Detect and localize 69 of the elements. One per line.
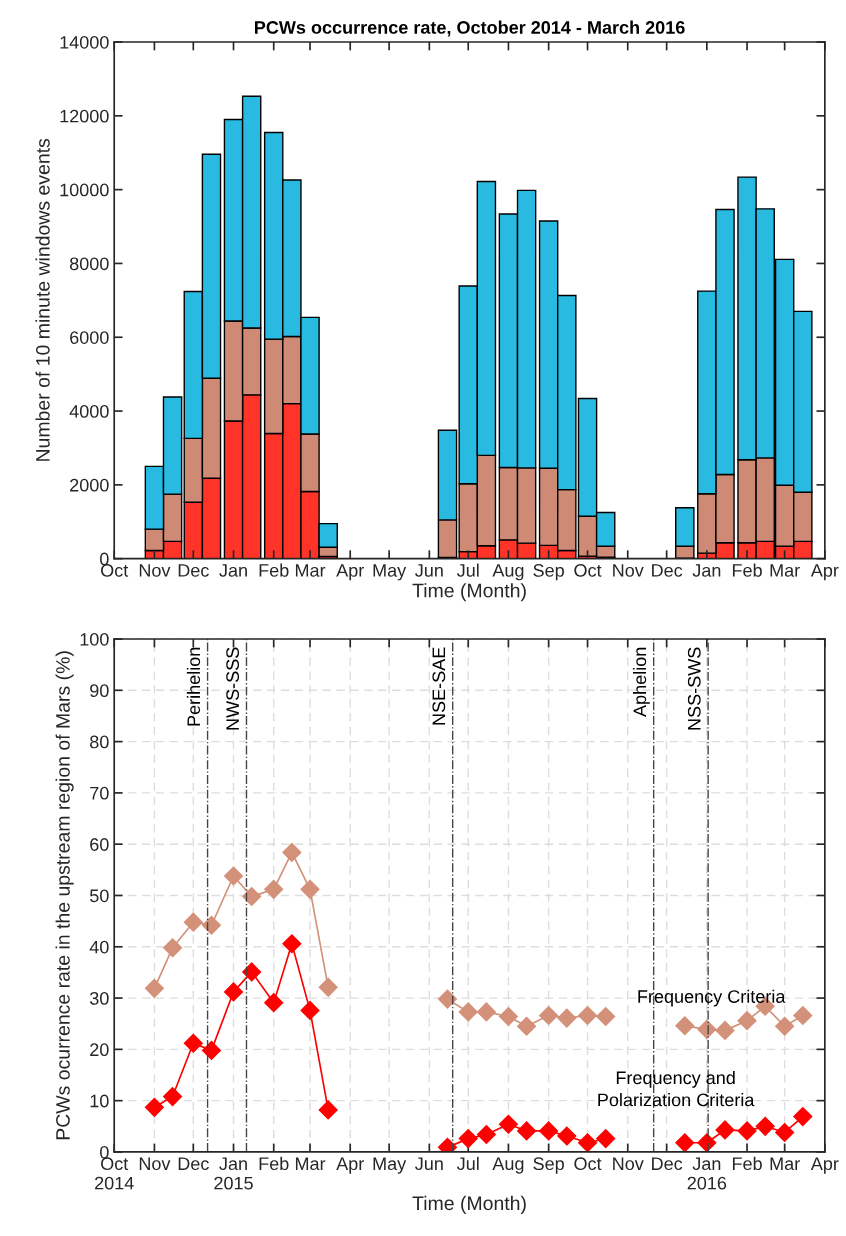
x-tick-label: Apr	[336, 1157, 364, 1174]
x-axis-title: Time (Month)	[412, 1195, 526, 1214]
x-tick-label: Dec	[652, 1157, 683, 1171]
x-tick-label: Jan	[692, 564, 721, 577]
y-tick-label: 6000	[70, 331, 109, 344]
y-tick-label: 4000	[69, 404, 109, 418]
x-tick-label: Mar	[770, 1157, 800, 1171]
x-tick-label: Jul	[456, 1156, 479, 1171]
y-tick-label: 14000	[60, 35, 109, 49]
y-tick-label: 12000	[60, 109, 109, 123]
y-axis-title: PCWs ocurrence rate in the upstream region of Mars (%)	[55, 651, 74, 1140]
x-tick-label: Jul	[456, 563, 479, 577]
x-tick-label: Nov	[139, 1157, 171, 1171]
x-tick-label: Oct 2014	[95, 1157, 134, 1190]
x-tick-label: Aug	[492, 1157, 524, 1174]
x-tick-label: Mar	[295, 564, 326, 577]
x-tick-label: Dec	[178, 564, 209, 577]
y-tick-label: 0	[100, 1145, 109, 1159]
x-tick-label: Sep	[533, 564, 564, 581]
x-tick-label: Jan	[219, 564, 247, 577]
y-tick-label: 0	[100, 552, 109, 566]
x-tick-label: Jun	[415, 564, 443, 577]
y-tick-label: 70	[90, 786, 109, 800]
x-tick-label: Feb	[259, 563, 289, 577]
y-tick-label: 10000	[60, 183, 109, 197]
x-tick-label: Apr	[336, 564, 364, 581]
y-tick-label: 60	[90, 838, 109, 851]
x-tick-label: Oct	[101, 564, 129, 577]
ref-line-label: Perihelion	[186, 647, 201, 726]
x-tick-label: Mar	[770, 564, 800, 577]
x-tick-label: May	[373, 564, 407, 581]
y-tick-label: 30	[89, 992, 109, 1005]
y-tick-label: 20	[90, 1043, 109, 1057]
ref-line-label: NSS-SWS	[687, 647, 701, 730]
y-tick-label: 40	[89, 940, 109, 954]
y-tick-label: 8000	[69, 257, 109, 271]
x-tick-label: Mar	[295, 1157, 326, 1171]
x-tick-label: Dec	[178, 1157, 209, 1171]
x-tick-label: Jun	[415, 1157, 443, 1171]
x-tick-label: Jan 2015	[214, 1157, 253, 1190]
x-tick-label: Nov	[613, 564, 644, 577]
y-tick-label: 90	[90, 684, 109, 698]
x-tick-label: Nov	[613, 1157, 644, 1171]
x-tick-label: Feb	[732, 563, 762, 577]
y-tick-label: 50	[89, 889, 109, 903]
chart-title: PCWs occurrence rate, October 2014 - March 2016	[254, 20, 685, 37]
x-tick-label: Oct	[574, 564, 602, 577]
ref-line-label: NWS-SSS	[226, 647, 240, 730]
y-tick-label: 10	[90, 1094, 109, 1108]
x-tick-label: Aug	[492, 564, 524, 581]
x-tick-label: Oct	[574, 1157, 602, 1171]
y-tick-label: 100	[80, 632, 109, 646]
ref-line-label: NSE-SAE	[432, 647, 446, 725]
x-tick-label: Dec	[652, 564, 683, 577]
y-axis-title: Number of 10 minute windows events	[35, 138, 50, 461]
x-tick-label: Jan 2016	[687, 1157, 727, 1190]
ref-line-label: Aphelion	[632, 647, 650, 717]
annotation: Frequency Criteria	[638, 989, 786, 1007]
x-tick-label: Apr	[810, 1157, 839, 1174]
annotation: Frequency and Polarization Criteria	[598, 1070, 755, 1107]
y-tick-label: 80	[90, 735, 109, 749]
x-tick-label: May	[373, 1157, 407, 1174]
x-tick-label: Feb	[732, 1156, 762, 1171]
x-axis-title: Time (Month)	[412, 583, 526, 602]
x-tick-label: Feb	[259, 1156, 289, 1171]
x-tick-label: Nov	[139, 564, 171, 577]
x-tick-label: Sep	[533, 1157, 564, 1174]
x-tick-label: Apr	[810, 564, 839, 581]
y-tick-label: 2000	[70, 478, 109, 492]
